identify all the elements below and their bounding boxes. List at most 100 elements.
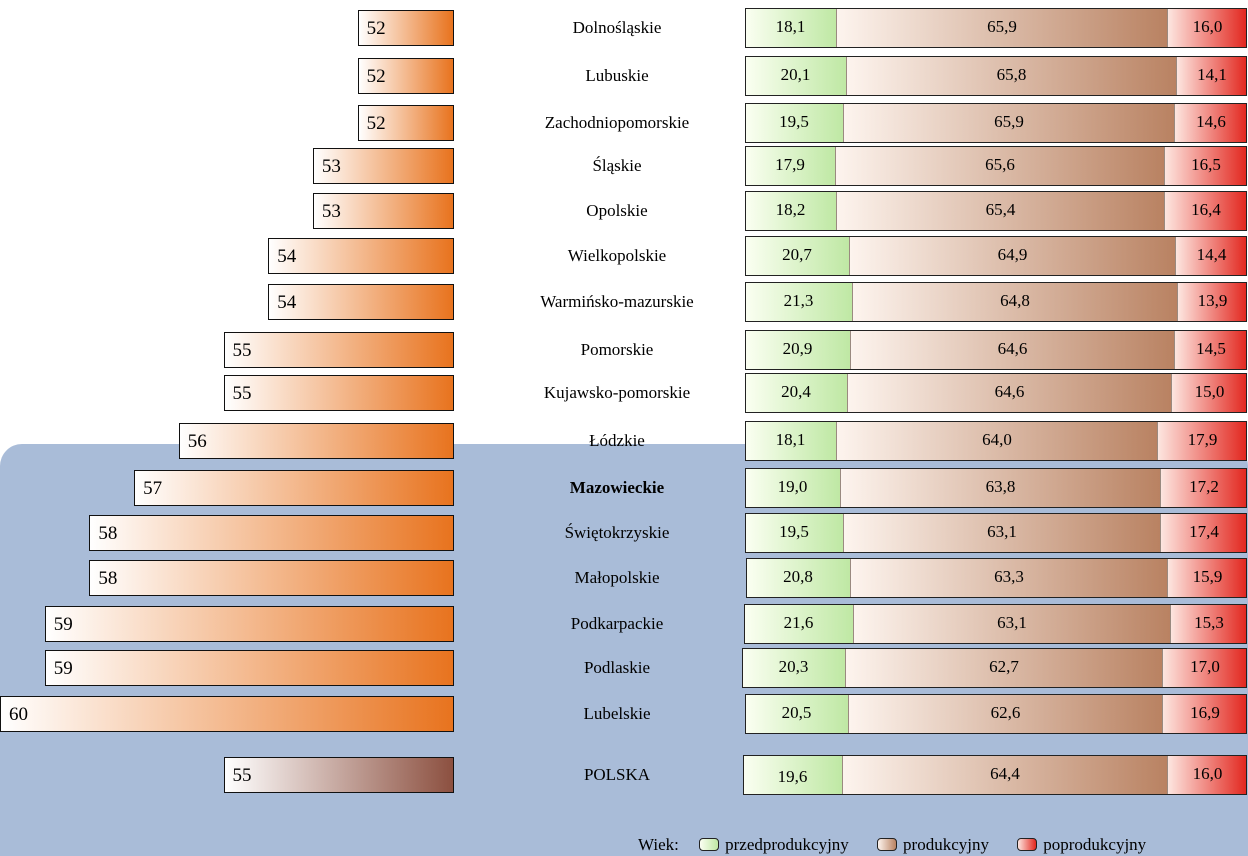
stack-seg-przedprodukcyjny-wi-tokrzyskie: 19,5 [745,513,843,553]
stack-seg-przedprodukcyjny-lubuskie: 20,1 [745,56,846,96]
stack-seg-poprodukcyjny-lubelskie: 16,9 [1162,694,1247,734]
stack-seg-produkcyjny-pomorskie: 64,6 [850,330,1174,370]
stack-seg-przedprodukcyjny-zachodniopomorskie: 19,5 [745,103,843,143]
stack-seg-przedprodukcyjny-wielkopolskie: 20,7 [745,236,849,276]
category-label-ma-opolskie: Małopolskie [574,568,660,587]
left-bar-value-lubelskie: 60 [9,704,28,725]
stack-seg-produkcyjny-podlaskie: 62,7 [845,648,1162,688]
category-label-pomorskie: Pomorskie [580,340,654,359]
stack-seg-przedprodukcyjny-podlaskie: 20,3 [742,648,845,688]
left-bar-value-zachodniopomorskie: 52 [366,113,386,134]
category-label-l-skie: Śląskie [592,156,642,175]
stack-seg-przedprodukcyjny-mazowieckie: 19,0 [745,468,840,508]
stack-seg-przedprodukcyjny-podkarpackie: 21,6 [744,604,853,644]
left-bar-l-skie: 53 [312,148,454,184]
stack-seg-poprodukcyjny-lubuskie: 14,1 [1176,56,1247,96]
category-label-wielkopolskie: Wielkopolskie [567,246,667,265]
left-bar-kujawsko-pomorskie: 55 [223,375,454,411]
stack-seg-poprodukcyjny-zachodniopomorskie: 14,6 [1174,103,1247,143]
left-bar-zachodniopomorskie: 52 [357,105,454,141]
stack-seg-produkcyjny-opolskie: 65,4 [836,191,1164,231]
stack-seg-produkcyjny-polska: 64,4 [842,755,1167,795]
stack-seg-przedprodukcyjny-opolskie: 18,2 [745,191,836,231]
category-label-wi-tokrzyskie: Świętokrzyskie [564,523,670,542]
left-bar-value-dolno-l-skie: 52 [366,18,386,39]
legend-swatch-przedprodukcyjny [699,838,720,851]
legend-item-produkcyjny: produkcyjny [877,835,989,855]
stack-seg-przedprodukcyjny-kujawsko-pomorskie: 20,4 [745,373,847,413]
stack-seg-produkcyjny-podkarpackie: 63,1 [853,604,1170,644]
stack-seg-poprodukcyjny-opolskie: 16,4 [1164,191,1247,231]
stack-seg-przedprodukcyjny-ma-opolskie: 20,8 [746,558,850,598]
left-bar-lubelskie: 60 [0,696,454,732]
left-bar-lubuskie: 52 [357,58,454,94]
legend-item-przedprodukcyjny: przedprodukcyjny [699,835,849,855]
category-label-dzkie: Łódzkie [589,431,645,450]
left-bar-value-warmi-sko-mazurskie: 54 [277,292,297,313]
legend: Wiek: przedprodukcyjny produkcyjny popro… [638,835,1146,855]
stack-seg-poprodukcyjny-podkarpackie: 15,3 [1170,604,1247,644]
left-bar-value-podlaskie: 59 [53,658,73,679]
legend-title: Wiek: [638,835,679,854]
stack-seg-poprodukcyjny-pomorskie: 14,5 [1174,330,1247,370]
left-bar-mazowieckie: 57 [134,470,454,506]
left-bar-value-pomorskie: 55 [232,340,252,361]
stack-seg-poprodukcyjny-mazowieckie: 17,2 [1160,468,1247,508]
stack-seg-przedprodukcyjny-dolno-l-skie: 18,1 [745,8,836,48]
stack-seg-poprodukcyjny-dolno-l-skie: 16,0 [1167,8,1247,48]
category-label-warmi-sko-mazurskie: Warmińsko-mazurskie [540,292,694,311]
stack-seg-produkcyjny-dolno-l-skie: 65,9 [836,8,1167,48]
left-bar-value-kujawsko-pomorskie: 55 [232,383,252,404]
stack-seg-przedprodukcyjny-lubelskie: 20,5 [745,694,848,734]
category-label-opolskie: Opolskie [586,201,648,220]
left-bar-wi-tokrzyskie: 58 [89,515,454,551]
left-bar-value-wi-tokrzyskie: 58 [98,523,118,544]
category-label-dolno-l-skie: Dolnośląskie [572,18,662,37]
left-bar-value-polska: 55 [232,765,252,786]
stack-seg-przedprodukcyjny-warmi-sko-mazurskie: 21,3 [745,282,852,322]
stack-seg-przedprodukcyjny-dzkie: 18,1 [745,421,836,461]
stack-seg-poprodukcyjny-warmi-sko-mazurskie: 13,9 [1177,282,1247,322]
legend-label-produkcyjny: produkcyjny [903,835,989,854]
legend-item-poprodukcyjny: poprodukcyjny [1017,835,1146,855]
category-label-podkarpackie: Podkarpackie [570,614,664,633]
stack-seg-produkcyjny-l-skie: 65,6 [835,146,1164,186]
category-label-kujawsko-pomorskie: Kujawsko-pomorskie [543,383,691,402]
left-bar-value-lubuskie: 52 [366,66,386,87]
category-label-zachodniopomorskie: Zachodniopomorskie [544,113,690,132]
stack-seg-produkcyjny-zachodniopomorskie: 65,9 [843,103,1174,143]
legend-label-poprodukcyjny: poprodukcyjny [1043,835,1147,854]
left-bar-value-wielkopolskie: 54 [277,246,297,267]
left-bar-dzkie: 56 [178,423,454,459]
legend-label-przedprodukcyjny: przedprodukcyjny [725,835,849,854]
stack-seg-produkcyjny-warmi-sko-mazurskie: 64,8 [852,282,1177,322]
stack-seg-poprodukcyjny-ma-opolskie: 15,9 [1167,558,1247,598]
stack-seg-produkcyjny-ma-opolskie: 63,3 [850,558,1167,598]
stack-seg-poprodukcyjny-wi-tokrzyskie: 17,4 [1160,513,1247,553]
legend-swatch-produkcyjny [877,838,898,851]
left-bar-ma-opolskie: 58 [89,560,454,596]
stack-seg-produkcyjny-wi-tokrzyskie: 63,1 [843,513,1160,553]
stack-seg-poprodukcyjny-dzkie: 17,9 [1157,421,1247,461]
left-bar-value-mazowieckie: 57 [143,478,163,499]
stack-seg-produkcyjny-lubuskie: 65,8 [846,56,1176,96]
left-bar-wielkopolskie: 54 [268,238,454,274]
left-bar-dolno-l-skie: 52 [357,10,454,46]
category-label-lubuskie: Lubuskie [585,66,649,85]
stack-seg-przedprodukcyjny-polska: 19,6 [743,755,842,795]
stack-seg-produkcyjny-mazowieckie: 63,8 [840,468,1160,508]
category-label-mazowieckie: Mazowieckie [569,478,665,497]
left-bar-opolskie: 53 [312,193,454,229]
stack-seg-poprodukcyjny-kujawsko-pomorskie: 15,0 [1171,373,1247,413]
stack-seg-poprodukcyjny-podlaskie: 17,0 [1162,648,1247,688]
category-label-podlaskie: Podlaskie [583,658,651,677]
left-bar-podkarpackie: 59 [44,606,454,642]
left-bar-polska: 55 [223,757,454,793]
left-bar-value-dzkie: 56 [187,431,207,452]
left-bar-value-opolskie: 53 [321,201,341,222]
legend-swatch-poprodukcyjny [1017,838,1038,851]
stack-seg-przedprodukcyjny-l-skie: 17,9 [745,146,835,186]
stack-seg-produkcyjny-dzkie: 64,0 [836,421,1157,461]
left-bar-pomorskie: 55 [223,332,454,368]
left-bar-value-podkarpackie: 59 [53,614,73,635]
